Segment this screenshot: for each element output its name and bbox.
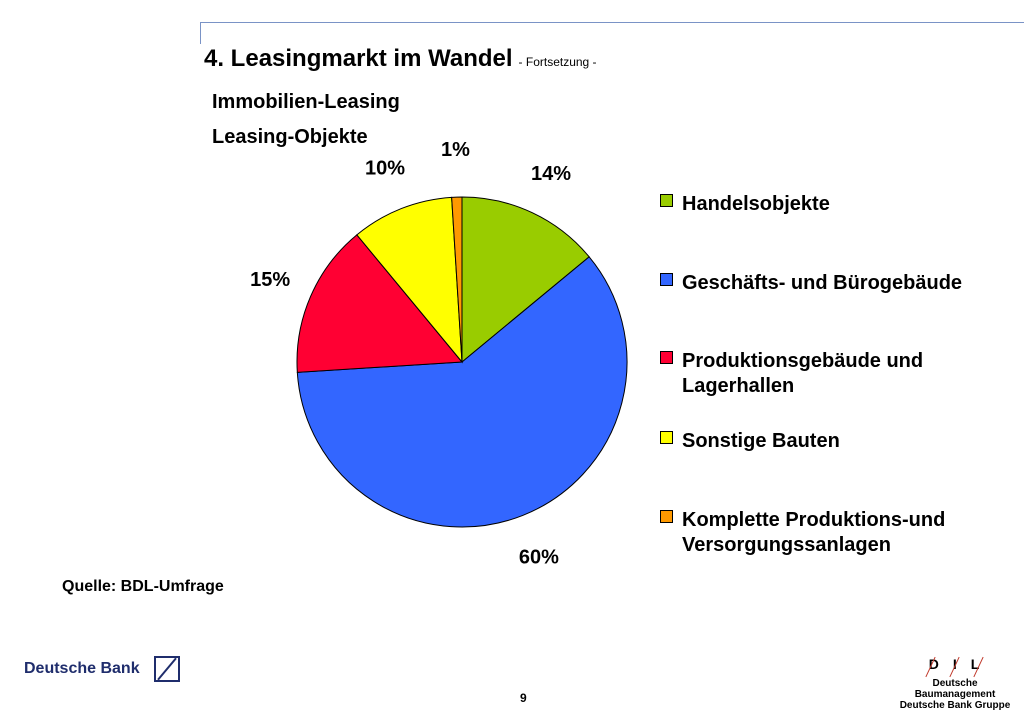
pie-data-label-3: 15% bbox=[250, 269, 290, 291]
pie-slice-5 bbox=[451, 196, 463, 363]
section-heading: Immobilien-Leasing bbox=[212, 91, 400, 113]
deutsche-bank-logo: Deutsche Bank bbox=[24, 656, 180, 682]
dil-letters: DIL bbox=[892, 656, 1018, 678]
pie-data-label-4: 10% bbox=[365, 158, 405, 180]
pie-slice-2 bbox=[296, 256, 628, 528]
header-rule bbox=[200, 22, 1024, 23]
header-rule-vertical bbox=[200, 22, 201, 44]
brand-name: Deutsche Bank bbox=[24, 660, 140, 677]
pie-data-label-1: 14% bbox=[531, 163, 571, 185]
legend-swatch-handelsobjekte bbox=[660, 194, 673, 207]
dil-name-line2: Deutsche Bank Gruppe bbox=[899, 700, 1011, 711]
dil-name-line1: Deutsche Baumanagement bbox=[914, 678, 996, 700]
page-number: 9 bbox=[520, 691, 527, 705]
dil-letter-d: D bbox=[928, 656, 941, 672]
pie-slice-3 bbox=[296, 234, 464, 373]
legend-swatch-geschaeftsgebaeude bbox=[660, 273, 673, 286]
legend-swatch-sonstige-bauten bbox=[660, 431, 673, 444]
pie-chart: 14% 60% 15% 10% 1% bbox=[250, 139, 628, 568]
legend-label-handelsobjekte: Handelsobjekte bbox=[682, 193, 830, 215]
pie-slice-4 bbox=[356, 196, 463, 364]
page-subtitle: - Fortsetzung - bbox=[518, 55, 597, 69]
page-title: 4. Leasingmarkt im Wandel - Fortsetzung - bbox=[204, 45, 597, 73]
pie-data-label-2: 60% bbox=[519, 546, 559, 568]
deutsche-bank-slash-icon bbox=[153, 656, 180, 682]
dil-letter-l: L bbox=[970, 656, 982, 672]
page-title-text: 4. Leasingmarkt im Wandel bbox=[204, 45, 513, 72]
legend-swatch-produktionsanlagen bbox=[660, 510, 673, 523]
chart-title: Leasing-Objekte bbox=[212, 126, 368, 148]
legend-label-produktionsgebaeude: Produktionsgebäude und Lagerhallen bbox=[682, 350, 924, 397]
legend-label-sonstige-bauten: Sonstige Bauten bbox=[682, 430, 840, 452]
legend-label-geschaeftsgebaeude: Geschäfts- und Bürogebäude bbox=[682, 272, 963, 294]
pie-slice-1 bbox=[461, 196, 590, 364]
pie-data-label-5: 1% bbox=[441, 139, 470, 161]
legend-label-produktionsanlagen: Komplette Produktions-und Versorgungssanl… bbox=[682, 509, 946, 556]
legend-swatch-produktionsgebaeude bbox=[660, 351, 673, 364]
source-note: Quelle: BDL-Umfrage bbox=[62, 578, 224, 595]
dil-logo: DIL Deutsche Baumanagement Deutsche Bank… bbox=[892, 656, 1018, 711]
